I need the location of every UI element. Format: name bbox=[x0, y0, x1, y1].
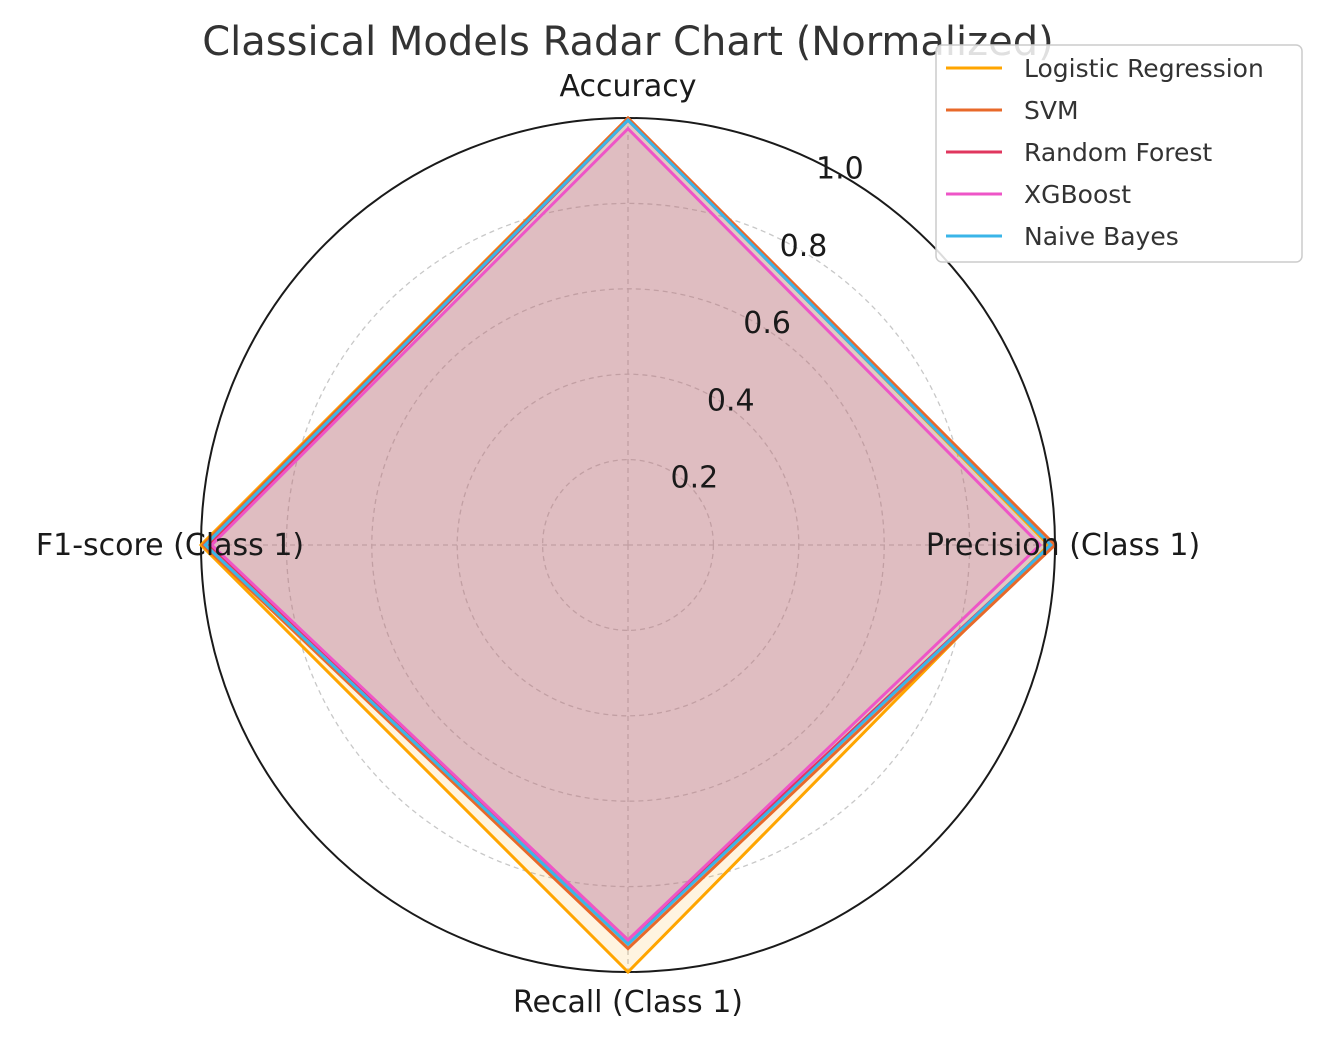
axis-label-4: F1-score (Class 1) bbox=[36, 528, 304, 563]
series-line-4 bbox=[209, 126, 1043, 943]
radial-tick-label-1: 0.2 bbox=[671, 461, 719, 496]
axis-label-1: Accuracy bbox=[560, 69, 697, 104]
series-line-5 bbox=[203, 118, 1053, 947]
radial-tick-labels: 0.2 0.4 0.6 0.8 1.0 bbox=[671, 152, 864, 496]
legend-label-5: Naive Bayes bbox=[1024, 222, 1179, 251]
legend-box bbox=[935, 44, 1303, 263]
legend: Logistic Regression SVM Random Forest XGBoo… bbox=[935, 44, 1303, 263]
legend-label-4: XGBoost bbox=[1024, 180, 1131, 209]
grid-circle-4 bbox=[285, 202, 971, 888]
radial-tick-label-4: 0.8 bbox=[780, 229, 828, 264]
series-fill-5 bbox=[205, 120, 1051, 945]
axis-label-3: Recall (Class 1) bbox=[513, 985, 743, 1020]
legend-label-1: Logistic Regression bbox=[1024, 54, 1264, 83]
radial-tick-label-5: 1.0 bbox=[816, 152, 864, 187]
chart-title: Classical Models Radar Chart (Normalized… bbox=[202, 19, 1054, 65]
series-fill-4 bbox=[211, 128, 1041, 940]
series-line-2 bbox=[200, 115, 1058, 951]
legend-label-2: SVM bbox=[1024, 96, 1079, 125]
radial-tick-label-2: 0.4 bbox=[707, 383, 755, 418]
axis-label-2: Precision (Class 1) bbox=[926, 528, 1200, 563]
grid-circle-2 bbox=[456, 373, 800, 717]
legend-label-3: Random Forest bbox=[1024, 138, 1212, 167]
radial-tick-label-3: 0.6 bbox=[743, 306, 791, 341]
axis-labels: Accuracy Precision (Class 1) Recall (Class… bbox=[36, 69, 1200, 1020]
series-layer bbox=[198, 115, 1058, 975]
